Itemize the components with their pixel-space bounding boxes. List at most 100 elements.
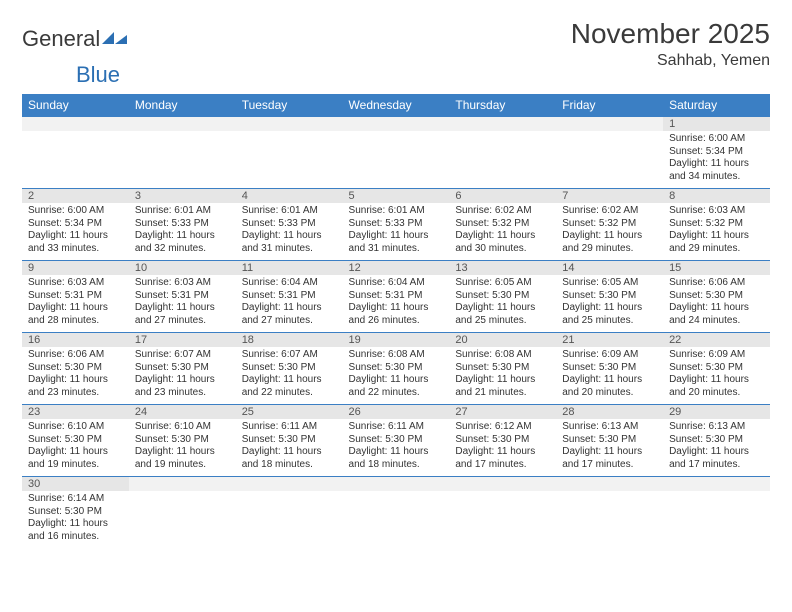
sunrise-text: Sunrise: 6:00 AM xyxy=(669,133,764,146)
day-details: Sunrise: 6:11 AMSunset: 5:30 PMDaylight:… xyxy=(343,419,450,475)
day-details: Sunrise: 6:04 AMSunset: 5:31 PMDaylight:… xyxy=(343,275,450,331)
day-details: Sunrise: 6:02 AMSunset: 5:32 PMDaylight:… xyxy=(449,203,556,259)
sunrise-text: Sunrise: 6:07 AM xyxy=(242,349,337,362)
calendar-cell: 30Sunrise: 6:14 AMSunset: 5:30 PMDayligh… xyxy=(22,477,129,549)
calendar-cell: 11Sunrise: 6:04 AMSunset: 5:31 PMDayligh… xyxy=(236,261,343,333)
daylight-text: Daylight: 11 hours and 26 minutes. xyxy=(349,302,444,327)
day-number: 16 xyxy=(22,333,129,347)
calendar-cell xyxy=(343,477,450,549)
daylight-text: Daylight: 11 hours and 30 minutes. xyxy=(455,230,550,255)
calendar-cell xyxy=(236,477,343,549)
sunset-text: Sunset: 5:30 PM xyxy=(242,434,337,447)
day-number xyxy=(236,117,343,131)
day-details xyxy=(343,491,450,497)
day-number: 24 xyxy=(129,405,236,419)
daylight-text: Daylight: 11 hours and 20 minutes. xyxy=(562,374,657,399)
calendar-cell: 6Sunrise: 6:02 AMSunset: 5:32 PMDaylight… xyxy=(449,189,556,261)
day-details: Sunrise: 6:14 AMSunset: 5:30 PMDaylight:… xyxy=(22,491,129,547)
sunset-text: Sunset: 5:30 PM xyxy=(28,506,123,519)
calendar-table: Sunday Monday Tuesday Wednesday Thursday… xyxy=(22,94,770,549)
daylight-text: Daylight: 11 hours and 21 minutes. xyxy=(455,374,550,399)
day-number: 27 xyxy=(449,405,556,419)
day-details xyxy=(556,131,663,137)
daylight-text: Daylight: 11 hours and 27 minutes. xyxy=(242,302,337,327)
calendar-cell: 19Sunrise: 6:08 AMSunset: 5:30 PMDayligh… xyxy=(343,333,450,405)
day-number: 19 xyxy=(343,333,450,347)
sunrise-text: Sunrise: 6:12 AM xyxy=(455,421,550,434)
calendar-cell: 20Sunrise: 6:08 AMSunset: 5:30 PMDayligh… xyxy=(449,333,556,405)
calendar-cell xyxy=(129,477,236,549)
logo-text-1: General xyxy=(22,26,100,52)
calendar-row: 1Sunrise: 6:00 AMSunset: 5:34 PMDaylight… xyxy=(22,117,770,189)
sunset-text: Sunset: 5:30 PM xyxy=(455,290,550,303)
sunrise-text: Sunrise: 6:10 AM xyxy=(28,421,123,434)
day-details: Sunrise: 6:05 AMSunset: 5:30 PMDaylight:… xyxy=(449,275,556,331)
day-number: 1 xyxy=(663,117,770,131)
sunrise-text: Sunrise: 6:01 AM xyxy=(349,205,444,218)
calendar-row: 2Sunrise: 6:00 AMSunset: 5:34 PMDaylight… xyxy=(22,189,770,261)
calendar-cell: 8Sunrise: 6:03 AMSunset: 5:32 PMDaylight… xyxy=(663,189,770,261)
day-details: Sunrise: 6:07 AMSunset: 5:30 PMDaylight:… xyxy=(236,347,343,403)
daylight-text: Daylight: 11 hours and 18 minutes. xyxy=(242,446,337,471)
calendar-cell xyxy=(663,477,770,549)
calendar-cell: 23Sunrise: 6:10 AMSunset: 5:30 PMDayligh… xyxy=(22,405,129,477)
sunset-text: Sunset: 5:30 PM xyxy=(135,434,230,447)
day-details: Sunrise: 6:07 AMSunset: 5:30 PMDaylight:… xyxy=(129,347,236,403)
day-number: 14 xyxy=(556,261,663,275)
day-details: Sunrise: 6:06 AMSunset: 5:30 PMDaylight:… xyxy=(663,275,770,331)
sunset-text: Sunset: 5:30 PM xyxy=(242,362,337,375)
sunrise-text: Sunrise: 6:06 AM xyxy=(28,349,123,362)
day-number xyxy=(22,117,129,131)
sunrise-text: Sunrise: 6:03 AM xyxy=(28,277,123,290)
daylight-text: Daylight: 11 hours and 27 minutes. xyxy=(135,302,230,327)
day-details: Sunrise: 6:00 AMSunset: 5:34 PMDaylight:… xyxy=(22,203,129,259)
sunset-text: Sunset: 5:30 PM xyxy=(669,362,764,375)
day-number: 15 xyxy=(663,261,770,275)
day-number: 18 xyxy=(236,333,343,347)
calendar-cell xyxy=(556,477,663,549)
daylight-text: Daylight: 11 hours and 33 minutes. xyxy=(28,230,123,255)
daylight-text: Daylight: 11 hours and 20 minutes. xyxy=(669,374,764,399)
sunrise-text: Sunrise: 6:11 AM xyxy=(349,421,444,434)
sunrise-text: Sunrise: 6:06 AM xyxy=(669,277,764,290)
day-number: 17 xyxy=(129,333,236,347)
daylight-text: Daylight: 11 hours and 34 minutes. xyxy=(669,158,764,183)
calendar-row: 16Sunrise: 6:06 AMSunset: 5:30 PMDayligh… xyxy=(22,333,770,405)
calendar-cell: 3Sunrise: 6:01 AMSunset: 5:33 PMDaylight… xyxy=(129,189,236,261)
sunset-text: Sunset: 5:33 PM xyxy=(349,218,444,231)
sunset-text: Sunset: 5:32 PM xyxy=(562,218,657,231)
sunrise-text: Sunrise: 6:02 AM xyxy=(562,205,657,218)
daylight-text: Daylight: 11 hours and 23 minutes. xyxy=(28,374,123,399)
calendar-cell: 26Sunrise: 6:11 AMSunset: 5:30 PMDayligh… xyxy=(343,405,450,477)
day-number: 22 xyxy=(663,333,770,347)
calendar-cell: 17Sunrise: 6:07 AMSunset: 5:30 PMDayligh… xyxy=(129,333,236,405)
calendar-cell xyxy=(449,477,556,549)
day-number: 21 xyxy=(556,333,663,347)
day-number xyxy=(129,477,236,491)
flag-icon xyxy=(102,26,128,52)
sunset-text: Sunset: 5:33 PM xyxy=(242,218,337,231)
sunrise-text: Sunrise: 6:09 AM xyxy=(562,349,657,362)
day-details xyxy=(236,491,343,497)
day-number: 2 xyxy=(22,189,129,203)
day-number: 29 xyxy=(663,405,770,419)
sunrise-text: Sunrise: 6:10 AM xyxy=(135,421,230,434)
sunset-text: Sunset: 5:30 PM xyxy=(669,434,764,447)
calendar-cell xyxy=(343,117,450,189)
sunrise-text: Sunrise: 6:04 AM xyxy=(242,277,337,290)
weekday-header: Saturday xyxy=(663,94,770,117)
daylight-text: Daylight: 11 hours and 25 minutes. xyxy=(562,302,657,327)
sunset-text: Sunset: 5:30 PM xyxy=(455,362,550,375)
sunset-text: Sunset: 5:31 PM xyxy=(28,290,123,303)
calendar-cell: 4Sunrise: 6:01 AMSunset: 5:33 PMDaylight… xyxy=(236,189,343,261)
day-number: 10 xyxy=(129,261,236,275)
day-number: 23 xyxy=(22,405,129,419)
weekday-header: Thursday xyxy=(449,94,556,117)
day-number: 11 xyxy=(236,261,343,275)
day-number: 25 xyxy=(236,405,343,419)
sunset-text: Sunset: 5:30 PM xyxy=(455,434,550,447)
daylight-text: Daylight: 11 hours and 28 minutes. xyxy=(28,302,123,327)
sunset-text: Sunset: 5:32 PM xyxy=(669,218,764,231)
day-details: Sunrise: 6:10 AMSunset: 5:30 PMDaylight:… xyxy=(129,419,236,475)
daylight-text: Daylight: 11 hours and 17 minutes. xyxy=(455,446,550,471)
